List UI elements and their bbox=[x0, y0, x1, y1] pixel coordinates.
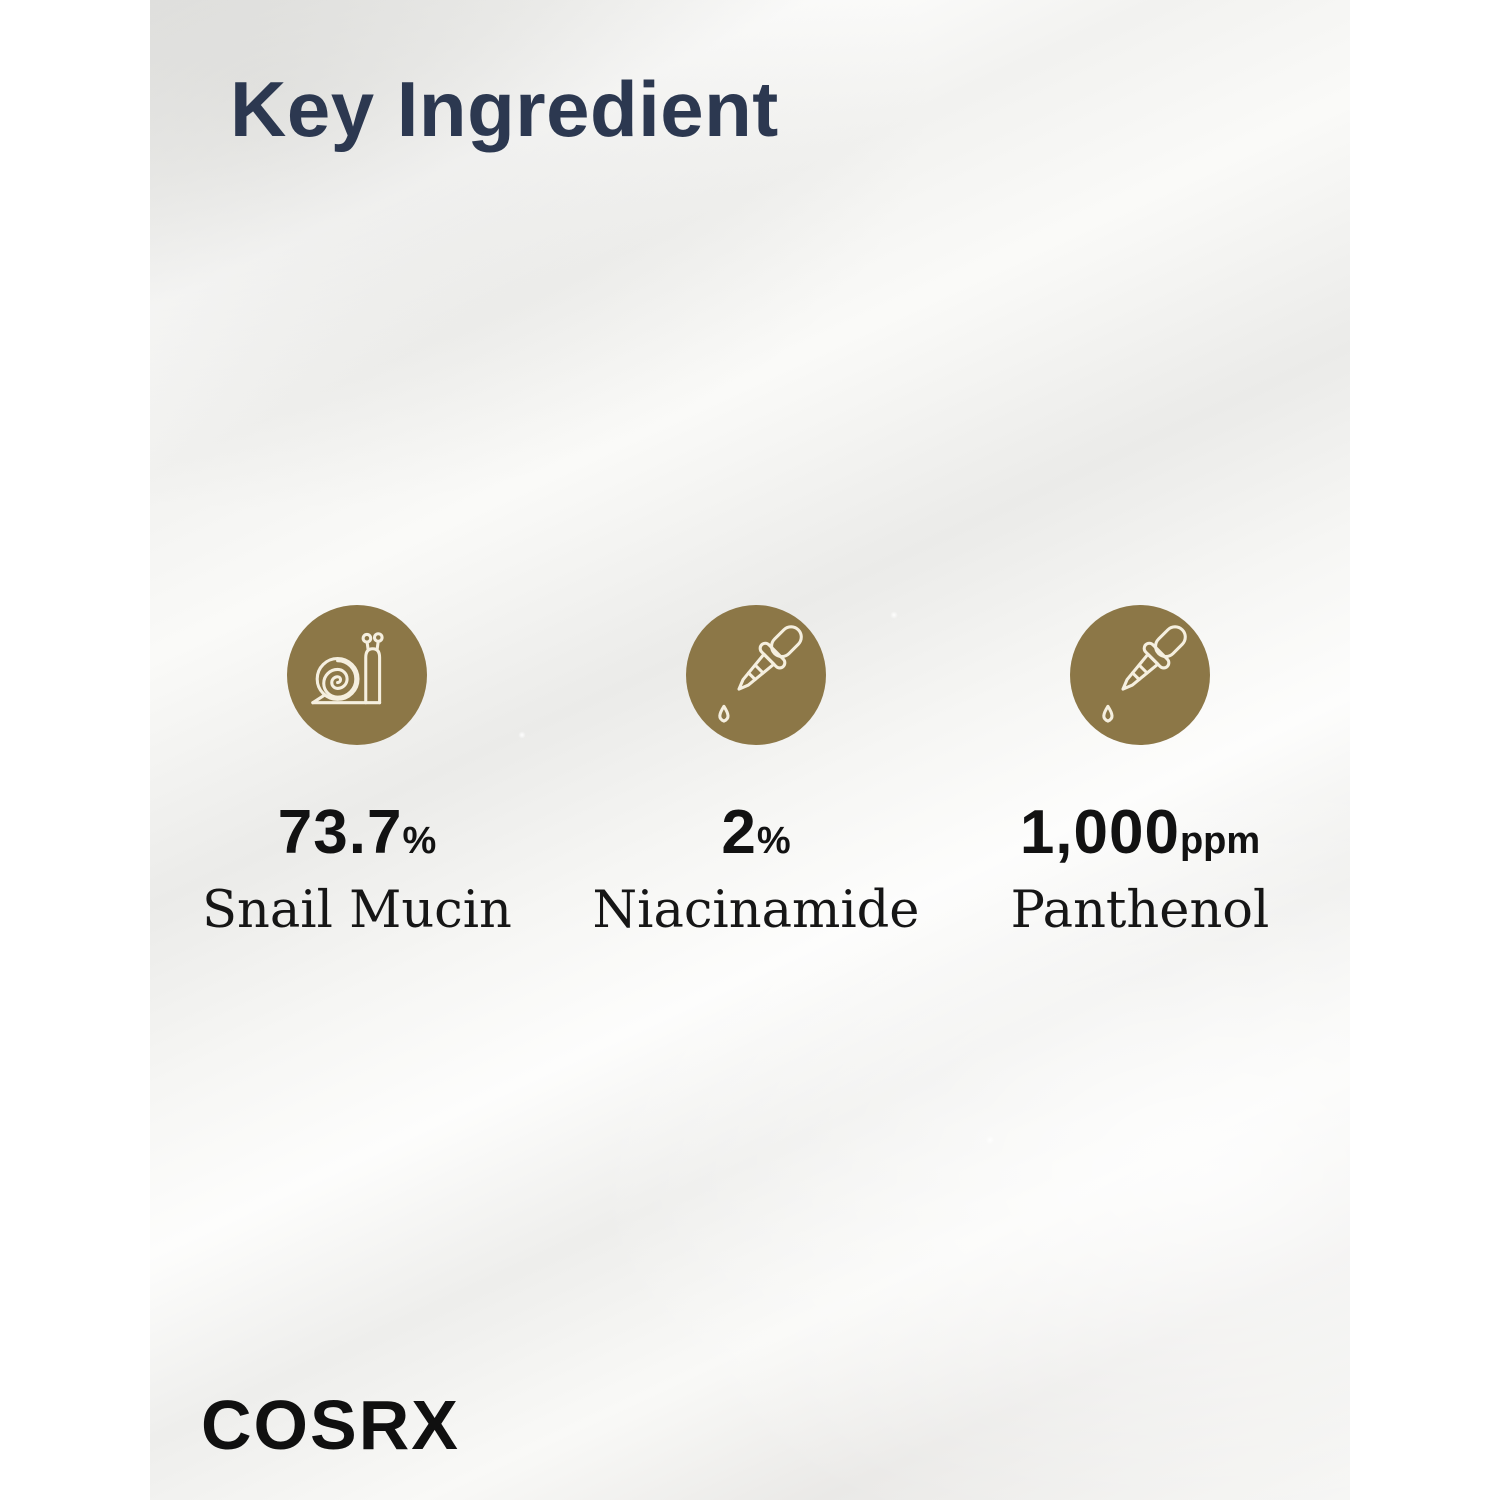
ingredient-name: Panthenol bbox=[1010, 881, 1270, 940]
dropper-icon-badge bbox=[686, 605, 826, 745]
cream-texture-photo: Key Ingredient bbox=[150, 0, 1350, 1500]
amount-unit: % bbox=[756, 820, 791, 862]
amount-value: 1,000 bbox=[1019, 798, 1180, 867]
dropper-icon-badge bbox=[1070, 605, 1210, 745]
ingredient-name: Snail Mucin bbox=[202, 881, 512, 940]
ingredient-niacinamide: 2% Niacinamide bbox=[566, 605, 946, 941]
snail-icon-badge bbox=[287, 605, 427, 745]
snail-icon bbox=[311, 632, 384, 705]
cosrx-logo: COSRX bbox=[201, 1386, 460, 1464]
amount-value: 73.7 bbox=[277, 798, 403, 867]
ingredient-amount: 73.7% bbox=[167, 802, 547, 864]
amount-unit: ppm bbox=[1179, 820, 1261, 862]
amount-value: 2 bbox=[721, 798, 757, 867]
dropper-icon bbox=[1102, 625, 1187, 723]
ingredient-amount: 1,000ppm bbox=[950, 802, 1330, 864]
ingredient-amount: 2% bbox=[566, 802, 946, 864]
ingredient-panthenol: 1,000ppm Panthenol bbox=[950, 605, 1330, 941]
dropper-icon bbox=[718, 625, 803, 723]
ingredient-name: Niacinamide bbox=[592, 881, 920, 940]
ingredient-snail-mucin: 73.7% Snail Mucin bbox=[167, 605, 547, 941]
page-title: Key Ingredient bbox=[230, 65, 779, 153]
amount-unit: % bbox=[402, 820, 437, 862]
